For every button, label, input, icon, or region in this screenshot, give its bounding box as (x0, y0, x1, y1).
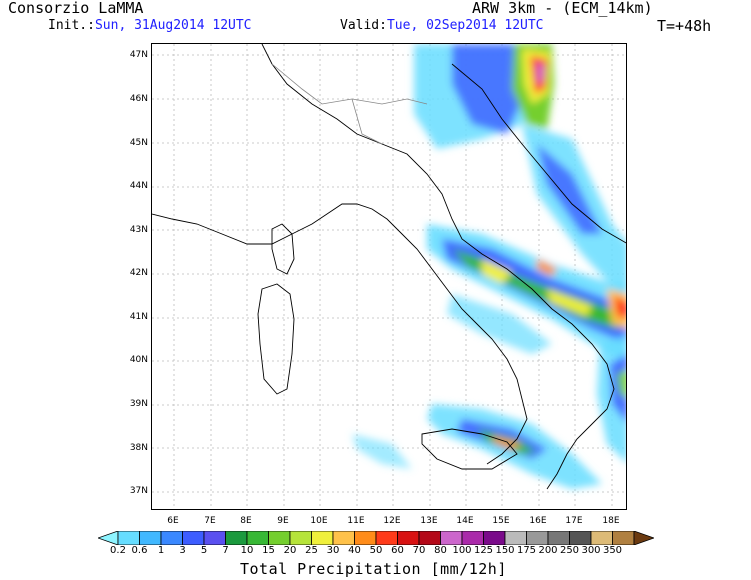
lead-time: T=+48h (657, 17, 712, 35)
colorbar-swatch (246, 531, 269, 545)
colorbar-swatch (612, 531, 635, 545)
lon-label: 6E (167, 516, 179, 526)
colorbar-level-label: 40 (348, 545, 361, 556)
colorbar-swatch (590, 531, 613, 545)
colorbar-swatch (504, 531, 527, 545)
lat-label: 39N (129, 399, 148, 409)
colorbar-swatch (332, 531, 355, 545)
init-value: Sun, 31Aug2014 12UTC (94, 18, 252, 33)
colorbar-swatch (289, 531, 312, 545)
lon-label: 15E (492, 516, 510, 526)
title: Consorzio LaMMA (8, 0, 144, 17)
colorbar-level-label: 0.2 (110, 545, 126, 556)
coastlines (152, 44, 626, 490)
lat-label: 46N (129, 94, 148, 104)
colorbar-swatch (160, 531, 183, 545)
colorbar-level-label: 7 (222, 545, 229, 556)
lon-label: 16E (529, 516, 547, 526)
colorbar-level-label: 60 (391, 545, 404, 556)
lat-label: 44N (129, 181, 148, 191)
colorbar-title: Total Precipitation [mm/12h] (240, 560, 507, 578)
colorbar-level-label: 100 (452, 545, 472, 556)
colorbar-swatch (139, 531, 162, 545)
colorbar-level-label: 150 (495, 545, 515, 556)
colorbar-swatch (182, 531, 205, 545)
lon-label: 13E (420, 516, 438, 526)
colorbar-swatch (547, 531, 570, 545)
colorbar-level-label: 80 (434, 545, 447, 556)
lon-label: 12E (383, 516, 401, 526)
colorbar-swatch (569, 531, 592, 545)
lon-label: 18E (602, 516, 620, 526)
lat-label: 38N (129, 443, 148, 453)
colorbar-swatch (311, 531, 334, 545)
model-label: ARW 3km - (ECM_14km) (472, 0, 653, 17)
lat-label: 41N (129, 312, 148, 322)
colorbar-swatch (526, 531, 549, 545)
valid-value: Tue, 02Sep2014 12UTC (386, 18, 544, 33)
colorbar-swatch (268, 531, 291, 545)
colorbar-level-label: 70 (412, 545, 426, 556)
colorbar-level-label: 200 (538, 545, 558, 556)
colorbar-level-label: 10 (240, 545, 254, 556)
colorbar-level-label: 20 (283, 545, 297, 556)
map-canvas (152, 44, 626, 509)
lat-label: 37N (129, 486, 148, 496)
valid-line: Valid:Tue, 02Sep2014 12UTC (340, 19, 544, 33)
colorbar-level-label: 175 (516, 545, 537, 556)
lat-label: 45N (129, 138, 148, 148)
precipitation-map (151, 43, 627, 510)
colorbar-level-label: 300 (581, 545, 601, 556)
valid-label: Valid: (340, 18, 387, 33)
colorbar-level-label: 125 (473, 545, 494, 556)
colorbar-level-label: 3 (179, 545, 186, 556)
colorbar (98, 531, 654, 545)
lat-label: 47N (129, 50, 148, 60)
colorbar-swatch (354, 531, 377, 545)
lon-label: 17E (565, 516, 583, 526)
colorbar-swatch (203, 531, 226, 545)
colorbar-swatch (461, 531, 484, 545)
lon-label: 7E (204, 516, 216, 526)
colorbar-swatch (225, 531, 248, 545)
lat-label: 42N (129, 268, 148, 278)
lat-label: 40N (129, 355, 148, 365)
lat-label: 43N (129, 225, 148, 235)
init-label: Init.: (48, 18, 95, 33)
colorbar-swatch (397, 531, 420, 545)
colorbar-level-label: 5 (200, 545, 208, 556)
colorbar-level-label: 1 (157, 545, 165, 556)
colorbar-swatch (440, 531, 463, 545)
lon-label: 14E (456, 516, 474, 526)
colorbar-swatch (418, 531, 441, 545)
borders (271, 63, 428, 145)
colorbar-swatch (117, 531, 140, 545)
lon-label: 8E (240, 516, 252, 526)
colorbar-level-label: 0.6 (131, 545, 148, 556)
lon-label: 9E (277, 516, 289, 526)
colorbar-level-label: 250 (559, 545, 580, 556)
colorbar-low-triangle (98, 531, 119, 545)
lon-label: 11E (347, 516, 365, 526)
lon-label: 10E (310, 516, 328, 526)
colorbar-level-label: 25 (305, 545, 318, 556)
colorbar-swatch (483, 531, 506, 545)
colorbar-level-label: 30 (326, 545, 340, 556)
colorbar-level-label: 350 (602, 545, 623, 556)
colorbar-level-label: 50 (369, 545, 383, 556)
colorbar-high-triangle (633, 531, 654, 545)
init-line: Init.:Sun, 31Aug2014 12UTC (48, 19, 252, 33)
colorbar-swatch (375, 531, 398, 545)
colorbar-level-label: 15 (262, 545, 275, 556)
